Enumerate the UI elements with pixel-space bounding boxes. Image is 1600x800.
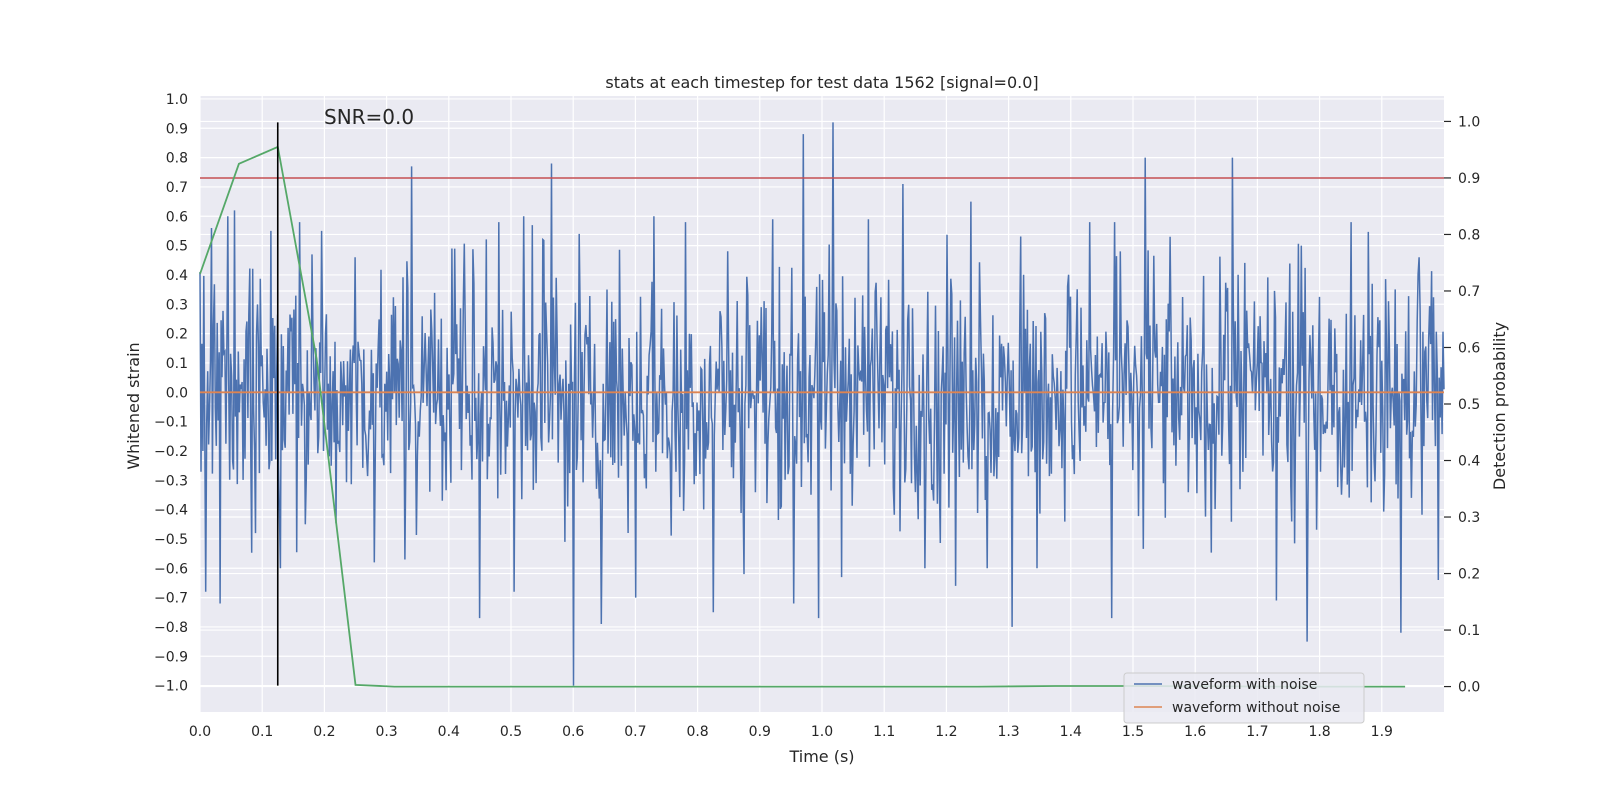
- x-tick-label: 1.3: [997, 724, 1019, 740]
- y-tick-label: −0.7: [154, 591, 188, 607]
- y2-tick-label: 0.9: [1458, 171, 1480, 187]
- series-layer: [199, 122, 1445, 688]
- y-tick-label: 0.4: [166, 268, 188, 284]
- legend-label-noise: waveform with noise: [1172, 677, 1317, 693]
- y-tick-label: 0.2: [166, 327, 188, 343]
- x-tick-label: 1.6: [1184, 724, 1206, 740]
- y-tick-label: −0.4: [154, 503, 188, 519]
- x-tick-label: 0.9: [749, 724, 771, 740]
- y2-tick-label: 1.0: [1458, 114, 1480, 130]
- y2-tick-label: 0.3: [1458, 510, 1480, 526]
- y-tick-label: 1.0: [166, 92, 188, 108]
- x-tick-label: 0.8: [686, 724, 708, 740]
- legend-box: [1123, 672, 1365, 724]
- y2-tick-label: 0.1: [1458, 623, 1480, 639]
- y-tick-label: −0.1: [154, 415, 188, 431]
- legend: waveform with noise waveform without noi…: [1123, 672, 1365, 724]
- y2-tick-label: 0.7: [1458, 284, 1480, 300]
- snr-annotation: SNR=0.0: [324, 105, 414, 129]
- y2-axis-title: Detection probability: [1490, 322, 1509, 490]
- y-tick-label: −0.5: [154, 532, 188, 548]
- y-tick-label: −0.9: [154, 649, 188, 665]
- x-tick-label: 0.5: [500, 724, 522, 740]
- x-tick-label: 0.0: [189, 724, 211, 740]
- y2-tick-label: 0.8: [1458, 227, 1480, 243]
- y-tick-label: −0.6: [154, 561, 188, 577]
- x-tick-label: 0.3: [375, 724, 397, 740]
- x-tick-label: 1.4: [1060, 724, 1082, 740]
- x-tick-label: 1.0: [811, 724, 833, 740]
- y-tick-label: −0.8: [154, 620, 188, 636]
- y-tick-label: 0.3: [166, 297, 188, 313]
- grid: [199, 96, 1444, 712]
- x-tick-label: 0.6: [562, 724, 584, 740]
- noise-waveform-line: [199, 122, 1445, 686]
- y-tick-label: 0.6: [166, 209, 188, 225]
- x-tick-label: 0.1: [251, 724, 273, 740]
- y2-tick-label: 0.4: [1458, 454, 1480, 470]
- x-axis-title: Time (s): [788, 747, 854, 766]
- y-tick-label: 0.0: [166, 385, 188, 401]
- y-tick-label: 0.7: [166, 180, 188, 196]
- y-axis-title: Whitened strain: [124, 342, 143, 469]
- x-tick-label: 1.9: [1371, 724, 1393, 740]
- x-tick-label: 1.8: [1308, 724, 1330, 740]
- y-tick-label: −0.3: [154, 473, 188, 489]
- y-tick-label: 0.8: [166, 151, 188, 167]
- x-tick-label: 1.2: [935, 724, 957, 740]
- y-tick-label: 0.1: [166, 356, 188, 372]
- x-tick-label: 0.4: [438, 724, 460, 740]
- legend-label-clean: waveform without noise: [1172, 700, 1340, 716]
- y2-tick-label: 0.2: [1458, 567, 1480, 583]
- x-axis-ticks: 0.0 0.1 0.2 0.3 0.4 0.5 0.6 0.7 0.8 0.9 1.0 1.1 1.2 1…: [189, 724, 1393, 740]
- y2-tick-label: 0.5: [1458, 397, 1480, 413]
- y2-axis-ticks: 1.0 0.9 0.8 0.7 0.6 0.5 0.4 0.3 0.2 0.1 0.0: [1444, 114, 1480, 696]
- detection-probability-line: [199, 145, 1406, 688]
- x-tick-label: 0.2: [313, 724, 335, 740]
- x-tick-label: 1.7: [1246, 724, 1268, 740]
- y2-tick-label: 0.6: [1458, 340, 1480, 356]
- x-tick-label: 1.5: [1122, 724, 1144, 740]
- y-tick-label: 0.9: [166, 121, 188, 137]
- y-axis-ticks: 1.0 0.9 0.8 0.7 0.6 0.5 0.4 0.3 0.2 0.1 0.0 −0.1 −0.…: [154, 92, 188, 695]
- y2-tick-label: 0.0: [1458, 680, 1480, 696]
- y-tick-label: −1.0: [154, 679, 188, 695]
- x-tick-label: 1.1: [873, 724, 895, 740]
- y-tick-label: −0.2: [154, 444, 188, 460]
- y-tick-label: 0.5: [166, 239, 188, 255]
- x-tick-label: 0.7: [624, 724, 646, 740]
- chart-title: stats at each timestep for test data 156…: [605, 73, 1038, 92]
